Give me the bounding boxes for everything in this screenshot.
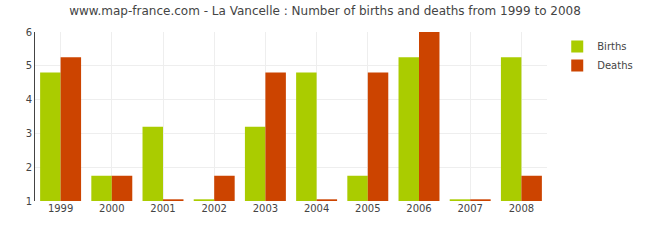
svg-text:2003: 2003 xyxy=(253,203,278,214)
svg-text:2001: 2001 xyxy=(150,203,175,214)
svg-text:3: 3 xyxy=(26,128,32,139)
svg-text:4: 4 xyxy=(26,94,32,105)
svg-text:2008: 2008 xyxy=(509,203,534,214)
svg-text:2004: 2004 xyxy=(304,203,329,214)
svg-text:2000: 2000 xyxy=(99,203,124,214)
svg-text:2005: 2005 xyxy=(355,203,380,214)
svg-text:Deaths: Deaths xyxy=(597,60,632,71)
svg-text:1: 1 xyxy=(26,196,32,207)
svg-text:2: 2 xyxy=(26,162,32,173)
svg-text:2002: 2002 xyxy=(201,203,226,214)
svg-text:6: 6 xyxy=(26,27,32,38)
svg-text:5: 5 xyxy=(26,60,32,71)
svg-text:Births: Births xyxy=(597,41,626,52)
svg-text:2006: 2006 xyxy=(406,203,431,214)
svg-text:1999: 1999 xyxy=(48,203,73,214)
svg-text:2007: 2007 xyxy=(457,203,482,214)
svg-text:www.map-france.com - La Vancel: www.map-france.com - La Vancelle : Numbe… xyxy=(69,4,581,18)
